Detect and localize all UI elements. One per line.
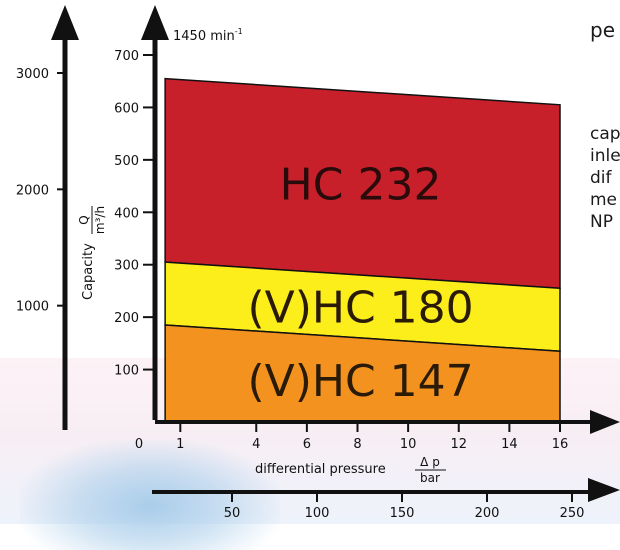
x-tick-label: 10	[400, 437, 417, 452]
side-text-line-1: cap	[590, 124, 620, 144]
y-axis-arrow	[141, 5, 169, 40]
y2-tick-label: 3000	[16, 67, 49, 82]
x-axis-arrow	[590, 410, 620, 434]
y2-tick-label: 2000	[16, 183, 49, 198]
side-text-line-2: inle	[590, 146, 620, 166]
y-axis-label-word: Capacity	[81, 243, 96, 300]
side-text-line-4: me	[590, 190, 618, 210]
speed-label: 1450 min-1	[173, 27, 243, 44]
y-tick-label: 200	[114, 311, 139, 326]
x2-tick-label: 50	[224, 506, 241, 521]
x-axis-label: differential pressure Δ p bar	[255, 455, 446, 485]
region-label-1: (V)HC 180	[247, 282, 473, 333]
x-axis-label-frac-num: Δ p	[420, 455, 440, 469]
x-tick-label: 4	[252, 437, 260, 452]
x2-tick-label: 100	[305, 506, 330, 521]
y-tick-label: 100	[114, 364, 139, 379]
side-title-fragment: pe	[590, 18, 615, 42]
x-tick-label: 1	[176, 437, 184, 452]
y-axis-label-frac-den: m³/h	[93, 206, 107, 234]
capacity-chart: HC 232(V)HC 180(V)HC 147 100200300400500…	[16, 5, 620, 521]
region-label-0: HC 232	[280, 159, 442, 210]
y2-tick-label: 1000	[16, 300, 49, 315]
x2-tick-label: 200	[475, 506, 500, 521]
x-axis-label-frac-den: bar	[420, 471, 440, 485]
side-text-line-5: NP	[590, 212, 613, 232]
x-tick-label: 6	[303, 437, 311, 452]
x-axis-label-word: differential pressure	[255, 462, 386, 477]
side-text-line-3: dif	[590, 168, 612, 188]
y-tick-label: 400	[114, 206, 139, 221]
y-tick-label: 500	[114, 154, 139, 169]
x2-tick-label: 150	[390, 506, 415, 521]
x2-tick-label: 250	[560, 506, 585, 521]
x-tick-label: 12	[450, 437, 467, 452]
region-label-2: (V)HC 147	[247, 356, 473, 407]
y-tick-label: 600	[114, 101, 139, 116]
y-axis-label: Capacity Q m³/h	[77, 206, 107, 300]
y2-axis-arrow	[51, 5, 79, 40]
x2-axis-arrow	[588, 478, 620, 502]
y-tick-label: 300	[114, 259, 139, 274]
y-axis-label-frac-num: Q	[77, 215, 91, 224]
x-tick-label: 14	[501, 437, 518, 452]
x-tick-label: 0	[135, 437, 143, 452]
y-tick-label: 700	[114, 49, 139, 64]
x-tick-label: 8	[353, 437, 361, 452]
x-tick-label: 16	[552, 437, 569, 452]
